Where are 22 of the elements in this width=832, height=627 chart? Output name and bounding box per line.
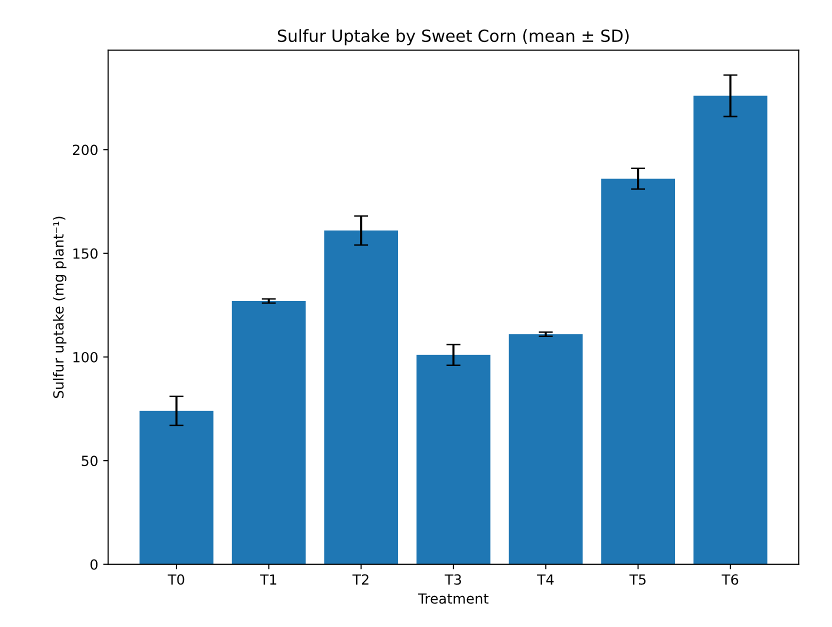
y-tick-label: 150 <box>73 248 98 259</box>
x-tick-label: T5 <box>629 574 646 585</box>
y-tick-label: 100 <box>73 352 98 362</box>
bar <box>140 410 214 564</box>
x-tick-label: T0 <box>168 574 184 585</box>
bar <box>693 96 768 564</box>
bar <box>232 301 306 564</box>
bar <box>324 230 398 564</box>
bar <box>601 178 676 564</box>
x-tick-label: T1 <box>260 574 276 585</box>
x-tick-label: T3 <box>444 574 461 585</box>
bar <box>416 354 490 564</box>
y-tick-label: 50 <box>82 456 98 466</box>
x-axis-title: Treatment <box>418 593 488 604</box>
y-axis-title: Sulfur uptake (mg plant⁻¹) <box>52 216 66 398</box>
y-tick-label: 0 <box>90 559 98 570</box>
bar <box>508 334 583 564</box>
chart-title: Sulfur Uptake by Sweet Corn (mean ± SD) <box>278 29 629 46</box>
y-tick-label: 200 <box>72 144 98 156</box>
x-tick-label: T4 <box>537 574 554 585</box>
x-tick-label: T6 <box>722 574 738 585</box>
x-tick-label: T2 <box>352 574 368 585</box>
